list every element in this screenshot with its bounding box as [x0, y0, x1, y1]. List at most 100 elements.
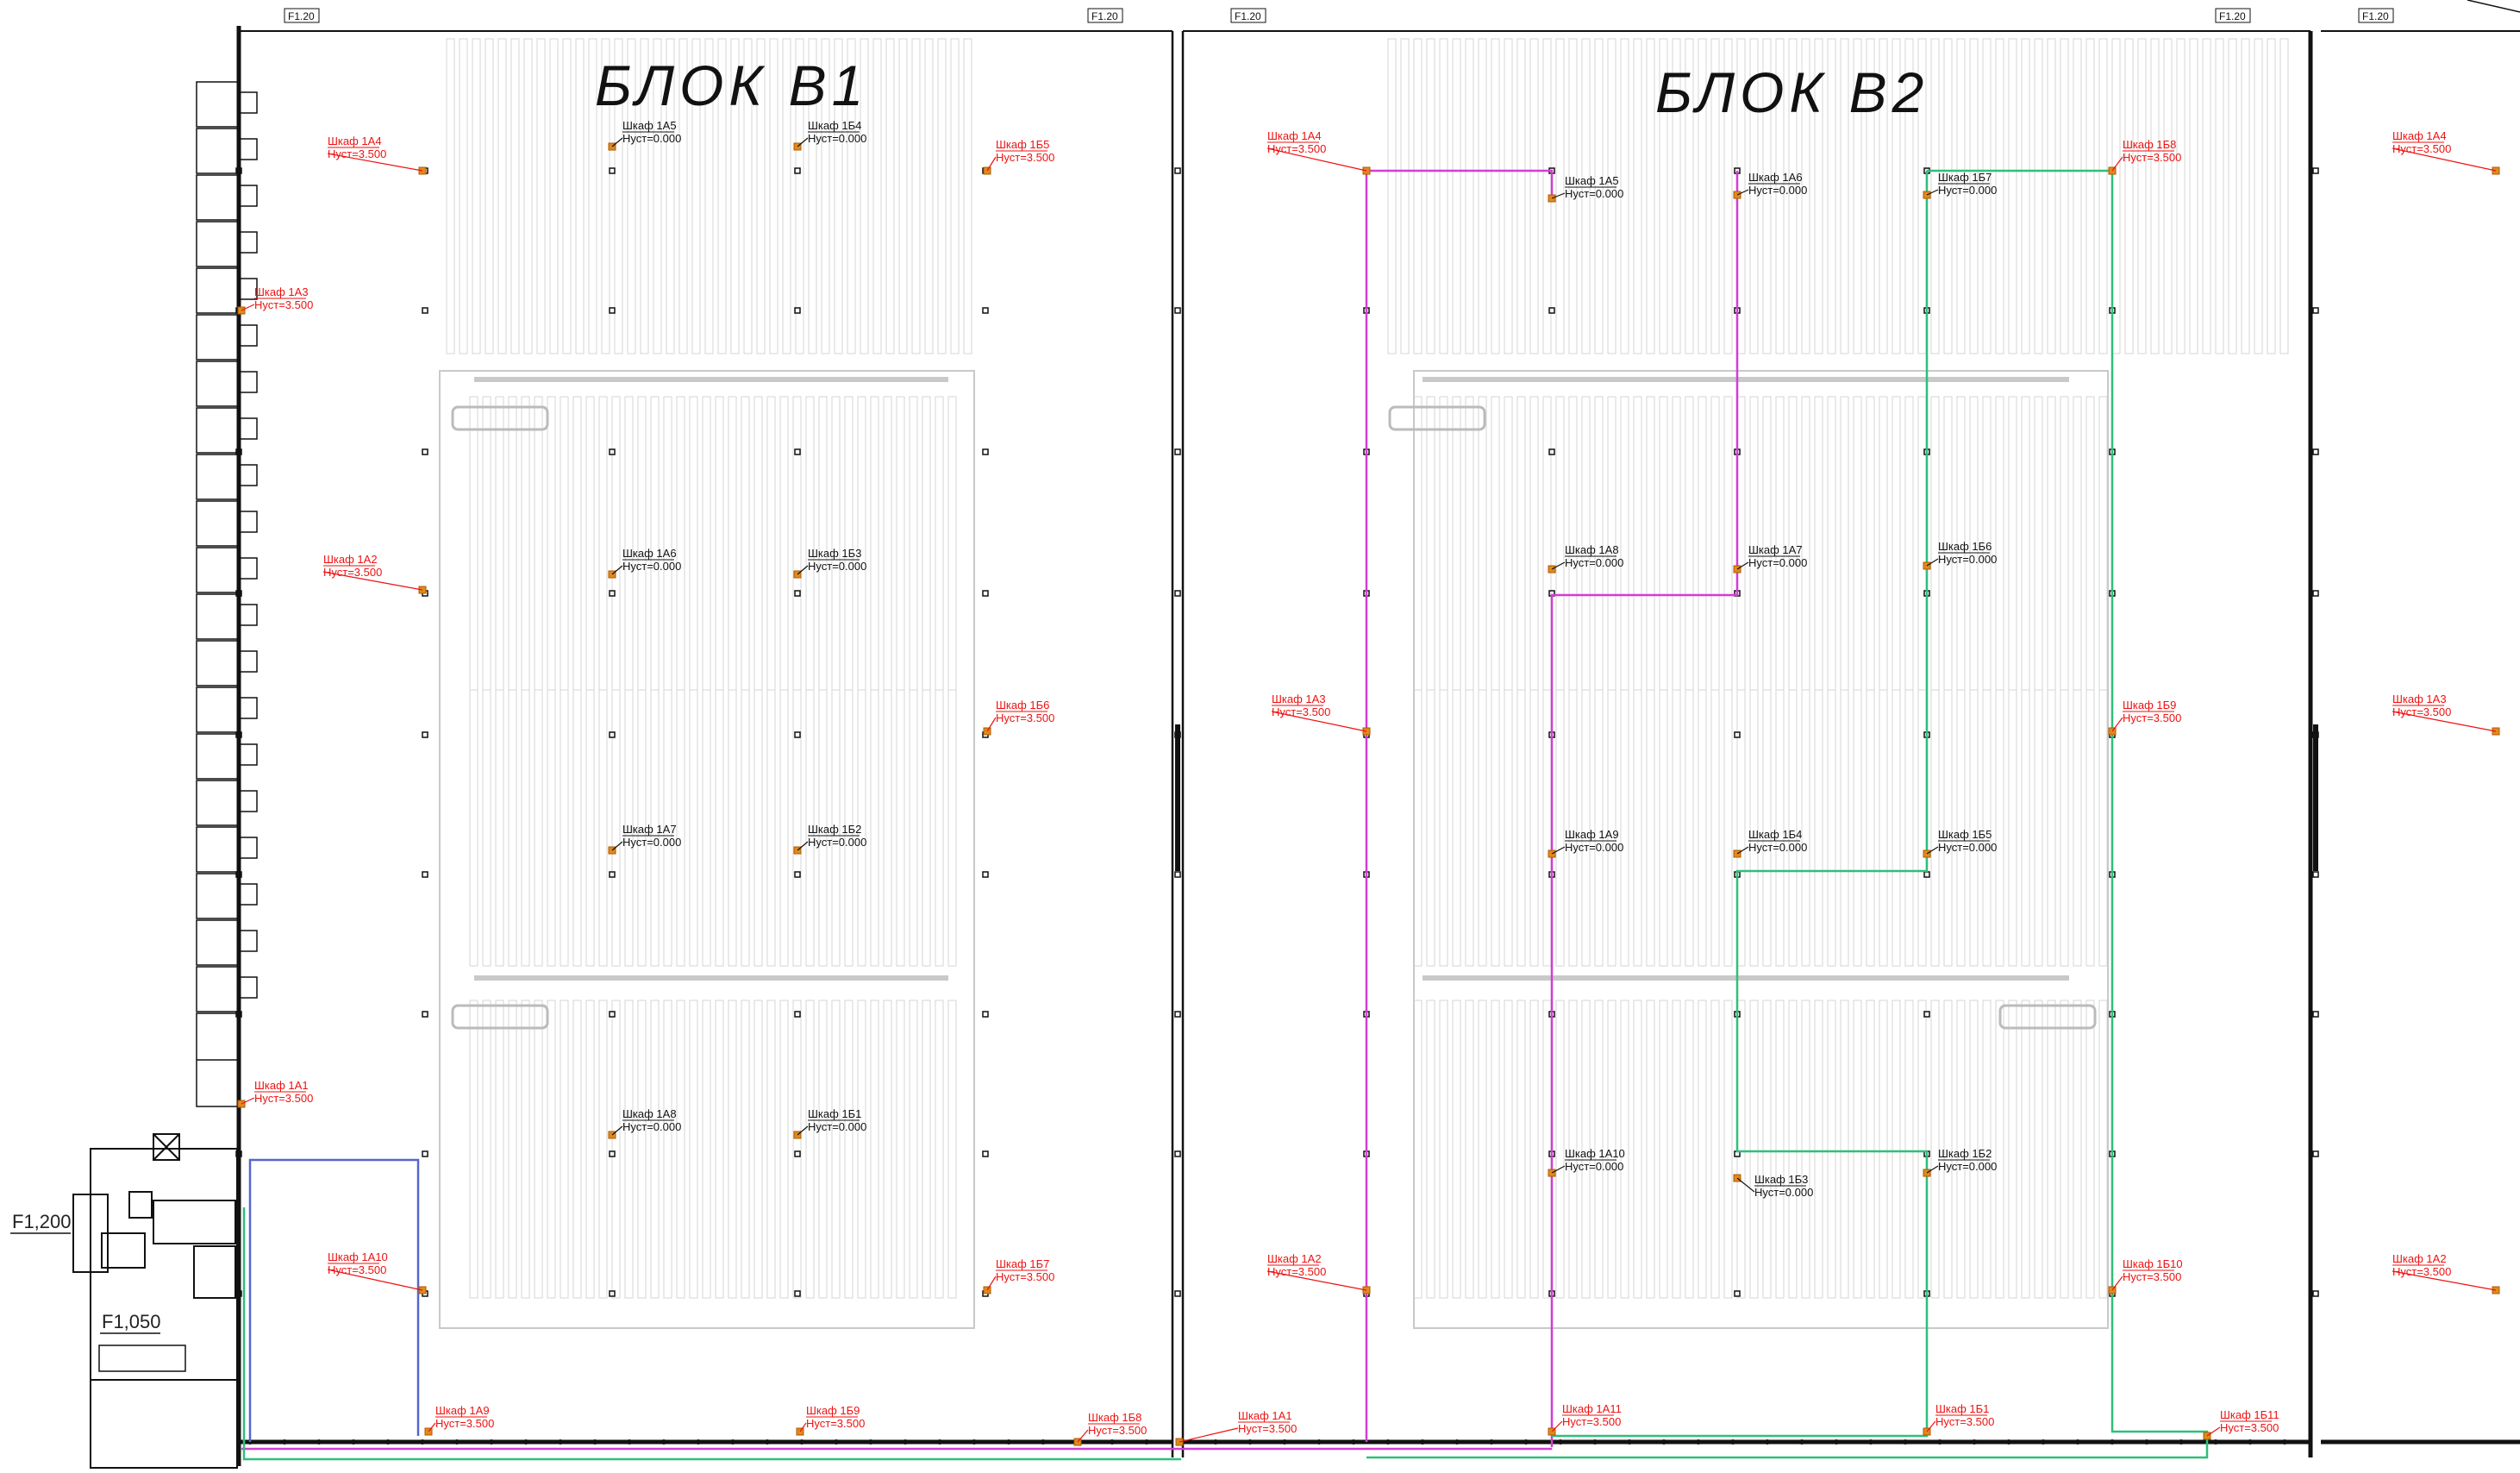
cabinet-height: Hуст=3.500: [2392, 142, 2451, 155]
cabinet-name: Шкаф 1А6: [622, 547, 677, 560]
cabinet-height: Hуст=3.500: [2220, 1421, 2279, 1434]
cabinet-name: Шкаф 1Б10: [2123, 1257, 2183, 1270]
axis-tag: F1.20: [288, 10, 315, 22]
cabinet-height: Hуст=0.000: [1565, 556, 1623, 569]
cabinet-name: Шкаф 1Б8: [2123, 138, 2176, 151]
cabinet-height: Hуст=3.500: [2392, 1265, 2451, 1278]
cabinet-height: Hуст=0.000: [1565, 1160, 1623, 1173]
cabinet-name: Шкаф 1А1: [254, 1079, 309, 1092]
cabinet-name: Шкаф 1Б11: [2220, 1408, 2279, 1421]
cabinet-name: Шкаф 1А4: [1267, 129, 1322, 142]
cabinet-height: Hуст=3.500: [323, 566, 382, 579]
cabinet-name: Шкаф 1А9: [435, 1404, 490, 1417]
cable-routes: [241, 169, 2209, 1461]
cabinet-height: Hуст=0.000: [622, 1120, 681, 1133]
cabinet-name: Шкаф 1А2: [1267, 1252, 1322, 1265]
cabinet-height: Hуст=3.500: [1272, 705, 1330, 718]
cabinet-name: Шкаф 1А6: [1748, 171, 1803, 184]
cabinet-name: Шкаф 1А3: [254, 285, 309, 298]
cabinet-height: Hуст=3.500: [328, 1263, 386, 1276]
cabinet-height: Hуст=0.000: [1938, 841, 1997, 854]
cabinet-name: Шкаф 1А8: [1565, 543, 1619, 556]
cabinet-name: Шкаф 1Б7: [1938, 171, 1992, 184]
cabinet-height: Hуст=0.000: [1565, 187, 1623, 200]
cabinet-height: Hуст=3.500: [1267, 1265, 1326, 1278]
level-marks: F1,200 F1,050: [10, 1211, 161, 1334]
cabinet-height: Hуст=3.500: [328, 147, 386, 160]
rack-rows: [446, 38, 2289, 1299]
cabinet-height: Hуст=0.000: [1938, 553, 1997, 566]
aisle-bars: [439, 370, 2109, 1329]
cabinet-height: Hуст=0.000: [1748, 841, 1807, 854]
cabinet-height: Hуст=0.000: [808, 1120, 866, 1133]
cabinet-name: Шкаф 1Б9: [806, 1404, 860, 1417]
block-title: БЛОК В1: [595, 53, 868, 117]
cabinet-height: Hуст=3.500: [2392, 705, 2451, 718]
cabinet-name: Шкаф 1Б8: [1088, 1411, 1141, 1424]
cabinet-height: Hуст=3.500: [2123, 711, 2181, 724]
cabinet-name: Шкаф 1А5: [1565, 174, 1619, 187]
axis-tag: F1.20: [1091, 10, 1118, 22]
axis-tag: F1.20: [2219, 10, 2246, 22]
block-title: БЛОК В2: [1655, 60, 1929, 124]
cabinet-name: Шкаф 1А10: [1565, 1147, 1625, 1160]
cabinet-height: Hуст=0.000: [1748, 184, 1807, 197]
axis-tag: F1.20: [1235, 10, 1261, 22]
cabinet-name: Шкаф 1А4: [328, 135, 382, 147]
cabinet-height: Hуст=0.000: [1748, 556, 1807, 569]
cabinet-height: Hуст=0.000: [1938, 184, 1997, 197]
cabinet-name: Шкаф 1Б1: [1935, 1402, 1989, 1415]
level-mark: F1,200: [12, 1211, 72, 1232]
cabinet-height: Hуст=3.500: [2123, 1270, 2181, 1283]
cabinet-name: Шкаф 1Б4: [808, 119, 861, 132]
route-green: [1366, 169, 2209, 1459]
route-magenta-2: [1550, 171, 1739, 1447]
cabinet-name: Шкаф 1Б2: [808, 823, 861, 836]
cabinet-height: Hуст=0.000: [622, 836, 681, 849]
cabinet-name: Шкаф 1Б2: [1938, 1147, 1992, 1160]
cabinet-name: Шкаф 1А2: [2392, 1252, 2447, 1265]
cabinet-height: Hуст=3.500: [1238, 1422, 1297, 1435]
cabinet-height: Hуст=0.000: [1754, 1186, 1813, 1199]
cabinet-name: Шкаф 1А2: [323, 553, 378, 566]
cabinet-name: Шкаф 1Б1: [808, 1107, 861, 1120]
cabinet-name: Шкаф 1А5: [622, 119, 677, 132]
cabinet-name: Шкаф 1Б7: [996, 1257, 1049, 1270]
cabinet-name: Шкаф 1А7: [1748, 543, 1803, 556]
cabinet-name: Шкаф 1Б3: [1754, 1173, 1808, 1186]
cabinet-name: Шкаф 1А11: [1562, 1402, 1622, 1415]
cabinet-name: Шкаф 1Б4: [1748, 828, 1802, 841]
cabinet-height: Hуст=3.500: [435, 1417, 494, 1430]
route-green-3: [242, 1207, 1181, 1461]
